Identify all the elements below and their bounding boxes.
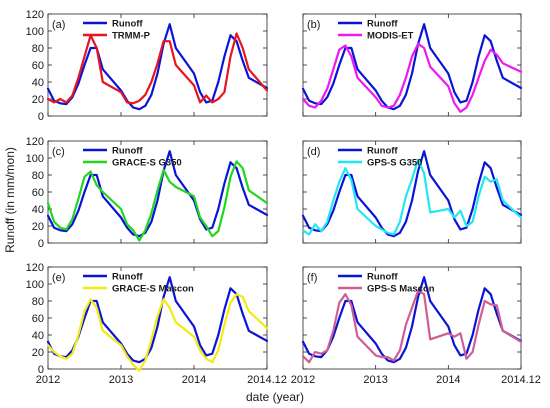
x-tick-label: 2014 [436, 374, 460, 386]
series-line-comparison [301, 289, 523, 364]
legend-entry: Runoff [112, 272, 143, 283]
y-tick-label: 0 [38, 111, 44, 123]
legend-entry: TRMM-P [112, 31, 151, 42]
legend-entry: Runoff [367, 146, 398, 157]
x-tick-label: 2012 [36, 374, 60, 386]
y-tick-label: 40 [32, 204, 44, 216]
x-axis-label: date (year) [246, 390, 304, 404]
y-tick-label: 120 [26, 262, 44, 274]
y-tick-label: 100 [26, 26, 44, 38]
panel-label: (a) [52, 19, 65, 31]
y-tick-label: 120 [26, 136, 44, 148]
series-line-runoff [46, 23, 269, 111]
y-tick-label: 0 [38, 238, 44, 250]
series-line-runoff [46, 150, 269, 238]
x-tick-label: 2012 [291, 374, 315, 386]
legend-entry: GRACE-S Mascon [112, 284, 194, 295]
y-tick-label: 60 [32, 60, 44, 72]
x-tick-label: 2013 [109, 374, 133, 386]
y-tick-label: 20 [32, 94, 44, 106]
legend-entry: Runoff [112, 146, 143, 157]
legend-entry: GPS-S G350 [367, 158, 422, 169]
legend-entry: Runoff [367, 19, 398, 30]
series-line-runoff [301, 150, 523, 238]
legend-entry: GRACE-S G350 [112, 158, 182, 169]
y-tick-label: 80 [32, 296, 44, 308]
y-tick-label: 120 [26, 9, 44, 21]
series-line-comparison [46, 293, 269, 372]
x-tick-label: 2014.12 [247, 374, 287, 386]
series-line-runoff [301, 276, 523, 364]
legend-entry: MODIS-ET [367, 31, 414, 42]
series-line-comparison [46, 32, 269, 105]
y-tick-label: 0 [38, 364, 44, 376]
panel-label: (e) [52, 272, 65, 284]
y-tick-label: 20 [32, 221, 44, 233]
x-tick-label: 2014.12 [501, 374, 541, 386]
panel-label: (c) [52, 146, 65, 158]
panel-label: (f) [307, 272, 317, 284]
y-tick-label: 100 [26, 279, 44, 291]
series-line-comparison [301, 42, 523, 113]
y-tick-label: 60 [32, 187, 44, 199]
y-tick-label: 40 [32, 330, 44, 342]
series-line-comparison [46, 160, 269, 242]
y-tick-label: 60 [32, 313, 44, 325]
y-tick-label: 80 [32, 43, 44, 55]
y-axis-label: Runoff (in mm/mon) [3, 147, 17, 253]
legend-entry: Runoff [367, 272, 398, 283]
panel-4: 0 20 40 60 80 100 120 2012 2013 2014 2014.12 (e) Run… [26, 262, 287, 386]
x-tick-label: 2014 [182, 374, 206, 386]
y-tick-label: 20 [32, 347, 44, 359]
series-line-runoff [301, 23, 523, 111]
legend-entry: Runoff [112, 19, 143, 30]
series-line-comparison [301, 158, 523, 236]
y-tick-label: 100 [26, 153, 44, 165]
panel-label: (d) [307, 146, 320, 158]
legend-entry: GPS-S Mascon [367, 284, 435, 295]
y-tick-label: 80 [32, 170, 44, 182]
x-tick-label: 2013 [363, 374, 387, 386]
panel-label: (b) [307, 19, 320, 31]
y-tick-label: 40 [32, 77, 44, 89]
